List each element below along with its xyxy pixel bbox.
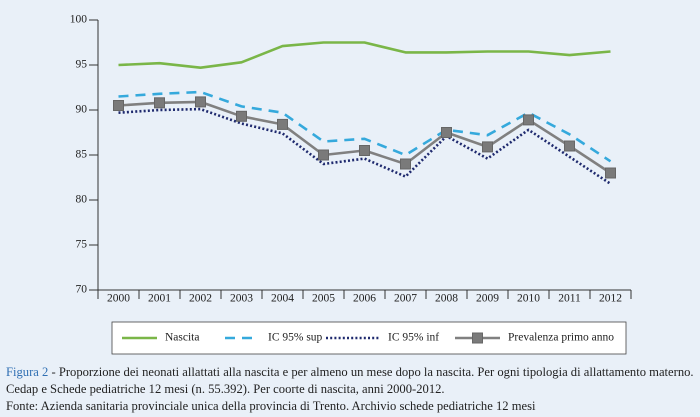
legend-label: Prevalenza primo anno: [508, 332, 614, 344]
y-tick-label: 75: [76, 239, 88, 251]
x-tick-label: 2002: [189, 293, 212, 305]
chart: 70 75 80 85 90 95 100 2000 2001 2002 2003 2004 2005 2…: [70, 14, 632, 355]
y-tick-label: 70: [76, 284, 88, 296]
caption-text: - Proporzione dei neonati allattati alla…: [6, 365, 694, 396]
point-marker: [113, 100, 124, 111]
legend-label: IC 95% sup: [268, 332, 323, 344]
caption-source: Fonte: Azienda sanitaria provinciale uni…: [6, 399, 536, 413]
x-tick-label: 2007: [394, 293, 417, 305]
x-tick-label: 2003: [230, 293, 253, 305]
y-tick-label: 100: [70, 14, 88, 26]
caption: Figura 2 - Proporzione dei neonati allat…: [6, 364, 696, 415]
point-marker: [277, 118, 288, 130]
x-tick-label: 2000: [107, 293, 130, 305]
caption-label: Figura 2: [6, 365, 49, 379]
x-tick-label: 2001: [148, 293, 171, 305]
y-tick-label: 85: [76, 149, 88, 161]
point-marker: [154, 97, 165, 109]
x-tick-label: 2008: [435, 293, 458, 305]
legend-marker: [472, 332, 483, 344]
point-marker: [523, 114, 534, 126]
point-marker: [236, 110, 247, 122]
point-marker: [318, 149, 329, 161]
series-line: [118, 41, 611, 69]
x-tick-label: 2006: [353, 293, 376, 305]
x-tick-label: 2009: [476, 293, 499, 305]
point-marker: [195, 96, 206, 108]
x-tick-label: 2011: [558, 293, 581, 305]
x-tick-label: 2012: [599, 293, 622, 305]
y-tick-label: 95: [76, 59, 88, 71]
point-marker: [564, 140, 575, 152]
x-tick-label: 2005: [312, 293, 335, 305]
series-line: [118, 107, 612, 185]
legend-label: Nascita: [165, 332, 199, 344]
series-line: [118, 90, 612, 163]
x-tick-label: 2010: [517, 293, 540, 305]
point-marker: [482, 141, 493, 153]
legend-label: IC 95% inf: [388, 332, 439, 344]
point-marker: [441, 127, 452, 138]
point-marker: [400, 158, 411, 170]
point-marker: [605, 167, 616, 179]
series-line: [118, 100, 612, 175]
y-tick-label: 80: [76, 194, 88, 206]
point-marker: [359, 145, 370, 156]
x-tick-label: 2004: [271, 293, 294, 305]
y-tick-label: 90: [76, 104, 88, 116]
